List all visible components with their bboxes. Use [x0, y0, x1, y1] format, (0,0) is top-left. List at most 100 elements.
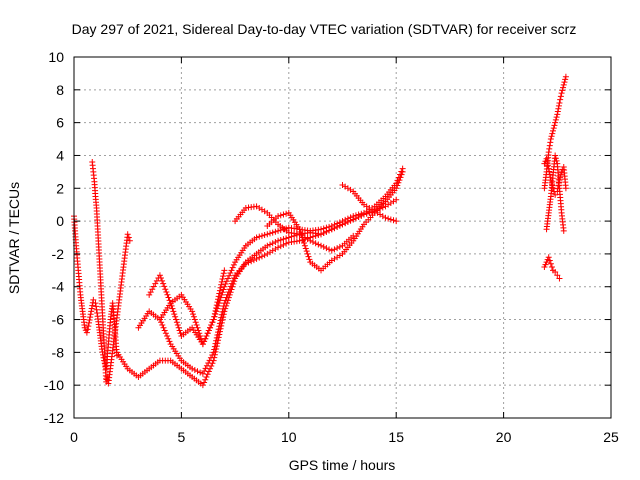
data-point [203, 332, 210, 339]
data-point [275, 237, 282, 244]
data-point [175, 324, 182, 331]
data-point [189, 308, 196, 315]
data-point [298, 231, 305, 238]
data-point [318, 226, 325, 233]
data-point [261, 232, 268, 239]
data-point [258, 253, 265, 260]
data-point [326, 223, 333, 230]
data-point [393, 218, 400, 225]
data-point [224, 275, 231, 282]
x-tick-label: 25 [603, 429, 619, 445]
data-point [299, 234, 306, 241]
data-point [89, 302, 96, 309]
x-axis-label: GPS time / hours [289, 457, 396, 473]
data-point [228, 280, 235, 287]
data-point [197, 369, 204, 376]
data-point [201, 379, 208, 386]
data-point [315, 241, 322, 248]
data-point [205, 360, 212, 367]
data-point [546, 142, 553, 149]
data-point [202, 376, 209, 383]
data-point [562, 185, 569, 192]
data-point [331, 221, 338, 228]
data-point [215, 296, 222, 303]
data-point [196, 330, 203, 337]
data-point [199, 341, 206, 348]
data-point [152, 280, 159, 287]
data-point [323, 224, 330, 231]
data-point [223, 294, 230, 301]
data-point [275, 227, 282, 234]
data-point [355, 211, 362, 218]
data-point [194, 368, 201, 375]
data-point [169, 305, 176, 312]
data-point [201, 368, 208, 375]
data-point [164, 291, 171, 298]
data-point [206, 357, 213, 364]
data-point [562, 73, 569, 80]
data-point [350, 213, 357, 220]
data-point [228, 267, 235, 274]
data-point [166, 338, 173, 345]
data-point [229, 277, 236, 284]
data-point [190, 313, 197, 320]
data-point [552, 268, 559, 275]
data-point [159, 322, 166, 329]
data-point [213, 304, 220, 311]
data-points [71, 73, 569, 389]
x-tick-label: 0 [70, 429, 78, 445]
data-point [547, 139, 554, 146]
series-early-spikes [89, 159, 133, 387]
y-tick-label: -2 [52, 246, 65, 262]
data-point [229, 264, 236, 271]
data-point [283, 210, 290, 217]
data-point [211, 310, 218, 317]
data-point [218, 314, 225, 321]
data-point [272, 239, 279, 246]
data-point [190, 311, 197, 318]
data-point [399, 165, 406, 172]
data-point [197, 332, 204, 339]
data-point [269, 240, 276, 247]
data-point [272, 228, 279, 235]
data-point [221, 300, 228, 307]
data-point [331, 246, 338, 253]
data-point [221, 267, 228, 274]
data-point [309, 233, 316, 240]
data-point [312, 240, 319, 247]
data-point [306, 256, 313, 263]
data-point [277, 236, 284, 243]
data-point [231, 275, 238, 282]
data-point [344, 215, 351, 222]
data-point [550, 127, 557, 134]
data-point [275, 244, 282, 251]
data-point [87, 314, 94, 321]
data-point [215, 326, 222, 333]
data-point [334, 245, 341, 252]
y-tick-label: 6 [56, 115, 64, 131]
data-point [303, 248, 310, 255]
data-point [160, 280, 167, 287]
y-tick-label: 10 [48, 49, 64, 65]
data-point [214, 331, 221, 338]
data-point [173, 316, 180, 323]
data-point [90, 296, 97, 303]
y-tick-label: -6 [52, 312, 65, 328]
data-point [205, 327, 212, 334]
data-point [84, 326, 91, 333]
data-point [553, 114, 560, 121]
data-point [552, 155, 559, 162]
data-point [226, 286, 233, 293]
series-trace-d [156, 267, 228, 348]
data-point [225, 288, 232, 295]
y-tick-label: -8 [52, 344, 65, 360]
data-point [126, 237, 133, 244]
data-point [342, 216, 349, 223]
data-point [328, 247, 335, 254]
y-axis-label: SDTVAR / TECUs [6, 182, 22, 294]
data-point [397, 171, 404, 178]
data-point [177, 330, 184, 337]
data-point [328, 223, 335, 230]
data-point [165, 335, 172, 342]
